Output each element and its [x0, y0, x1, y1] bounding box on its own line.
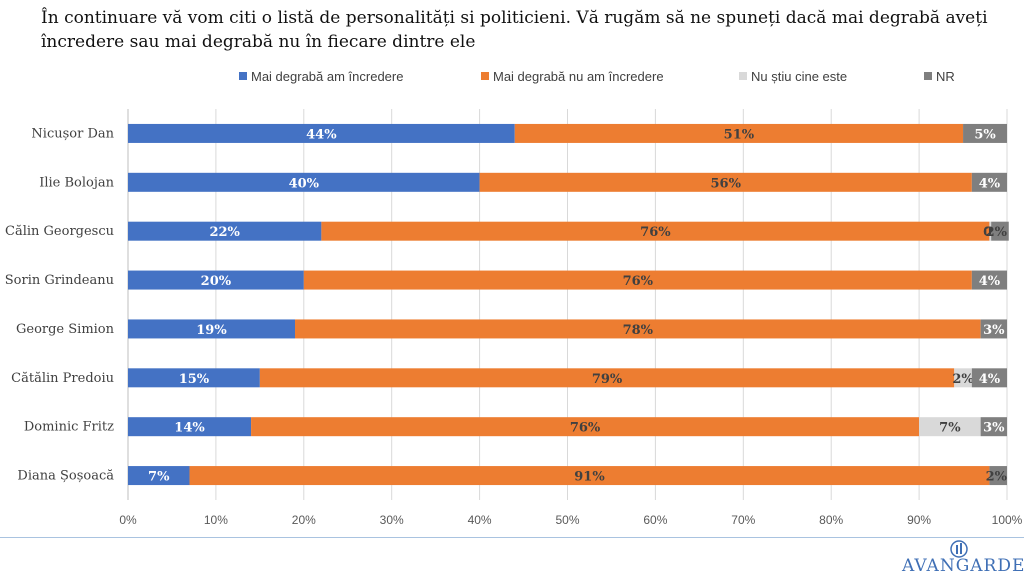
- bar-segment: [259, 368, 955, 388]
- bar-segment: [514, 123, 964, 143]
- category-label: George Simion: [16, 322, 115, 337]
- bar-segment: [128, 466, 190, 486]
- data-label: 20%: [201, 274, 232, 289]
- x-tick-label: 100%: [992, 513, 1023, 527]
- bar-segment: [295, 319, 981, 339]
- legend-label: Mai degrabă nu am încredere: [493, 69, 664, 84]
- bar-segment: [963, 123, 1007, 143]
- data-label: 76%: [640, 225, 671, 240]
- data-label: 91%: [574, 470, 605, 485]
- legend-swatch: [924, 72, 932, 80]
- data-label: 44%: [306, 127, 337, 142]
- bar-segment: [919, 417, 981, 437]
- bar-segment: [303, 270, 972, 290]
- category-label: Ilie Bolojan: [39, 175, 114, 190]
- bar-segment: [128, 123, 515, 143]
- data-label: 14%: [174, 421, 205, 436]
- bar-segment: [251, 417, 920, 437]
- bar-segment: [971, 368, 1007, 388]
- logo-mark-icon: [950, 540, 968, 558]
- x-tick-label: 70%: [731, 513, 755, 527]
- data-label: 19%: [196, 323, 227, 338]
- data-label: 4%: [979, 176, 1001, 191]
- data-label: 3%: [983, 323, 1005, 338]
- legend-label: NR: [936, 69, 955, 84]
- category-label: Diana Șoșoacă: [17, 469, 114, 484]
- category-label: Sorin Grindeanu: [5, 273, 114, 288]
- bar-segment: [479, 172, 972, 192]
- bar-segment: [989, 221, 992, 241]
- category-label: Călin Georgescu: [5, 224, 114, 239]
- category-label: Cătălin Predoiu: [11, 371, 114, 386]
- data-label: 0: [983, 225, 992, 240]
- bar-segment: [954, 368, 972, 388]
- x-tick-label: 0%: [119, 513, 137, 527]
- data-label: 40%: [289, 176, 320, 191]
- category-label: Nicușor Dan: [31, 126, 114, 141]
- x-tick-label: 90%: [907, 513, 931, 527]
- x-tick-label: 60%: [643, 513, 667, 527]
- bar-segment: [128, 270, 304, 290]
- bar-segment: [991, 221, 1009, 241]
- chart-title: În continuare vă vom citi o listă de per…: [41, 6, 1001, 54]
- x-tick-label: 30%: [380, 513, 404, 527]
- category-label: Dominic Fritz: [24, 420, 114, 435]
- bar-segment: [971, 172, 1007, 192]
- title-line-1: În continuare vă vom citi o listă de per…: [41, 8, 988, 28]
- bar-segment: [321, 221, 990, 241]
- x-tick-label: 20%: [292, 513, 316, 527]
- bar-segment: [980, 319, 1007, 339]
- data-label: 2%: [986, 225, 1008, 240]
- data-label: 2%: [986, 470, 1008, 485]
- data-label: 22%: [209, 225, 240, 240]
- bar-segment: [128, 368, 260, 388]
- bar-segment: [128, 417, 252, 437]
- data-label: 76%: [570, 421, 601, 436]
- bar-segment: [128, 221, 322, 241]
- data-label: 78%: [623, 323, 654, 338]
- data-label: 15%: [179, 372, 210, 387]
- data-label: 4%: [979, 274, 1001, 289]
- legend-swatch: [739, 72, 747, 80]
- data-label: 5%: [974, 127, 996, 142]
- title-line-2: încredere sau mai degrabă nu în fiecare …: [41, 32, 476, 52]
- bar-segment: [128, 172, 480, 192]
- legend-swatch: [481, 72, 489, 80]
- x-tick-label: 10%: [204, 513, 228, 527]
- legend-label: Mai degrabă am încredere: [251, 69, 403, 84]
- footer-divider: [0, 537, 1024, 538]
- logo-text: AVANGARDE: [902, 556, 1024, 576]
- bar-segment: [989, 466, 1007, 486]
- data-label: 7%: [939, 421, 961, 436]
- x-tick-label: 50%: [555, 513, 579, 527]
- bar-segment: [128, 319, 296, 339]
- data-label: 7%: [148, 470, 170, 485]
- data-label: 2%: [952, 372, 974, 387]
- data-label: 56%: [710, 176, 741, 191]
- avangarde-logo: AVANGARDE: [902, 540, 1024, 576]
- x-tick-label: 80%: [819, 513, 843, 527]
- data-label: 3%: [983, 421, 1005, 436]
- data-label: 51%: [724, 127, 755, 142]
- data-label: 79%: [592, 372, 623, 387]
- x-tick-label: 40%: [468, 513, 492, 527]
- bar-segment: [971, 270, 1007, 290]
- bar-segment: [980, 417, 1007, 437]
- bar-segment: [189, 466, 990, 486]
- legend-swatch: [239, 72, 247, 80]
- data-label: 76%: [623, 274, 654, 289]
- legend-label: Nu știu cine este: [751, 69, 847, 84]
- data-label: 4%: [979, 372, 1001, 387]
